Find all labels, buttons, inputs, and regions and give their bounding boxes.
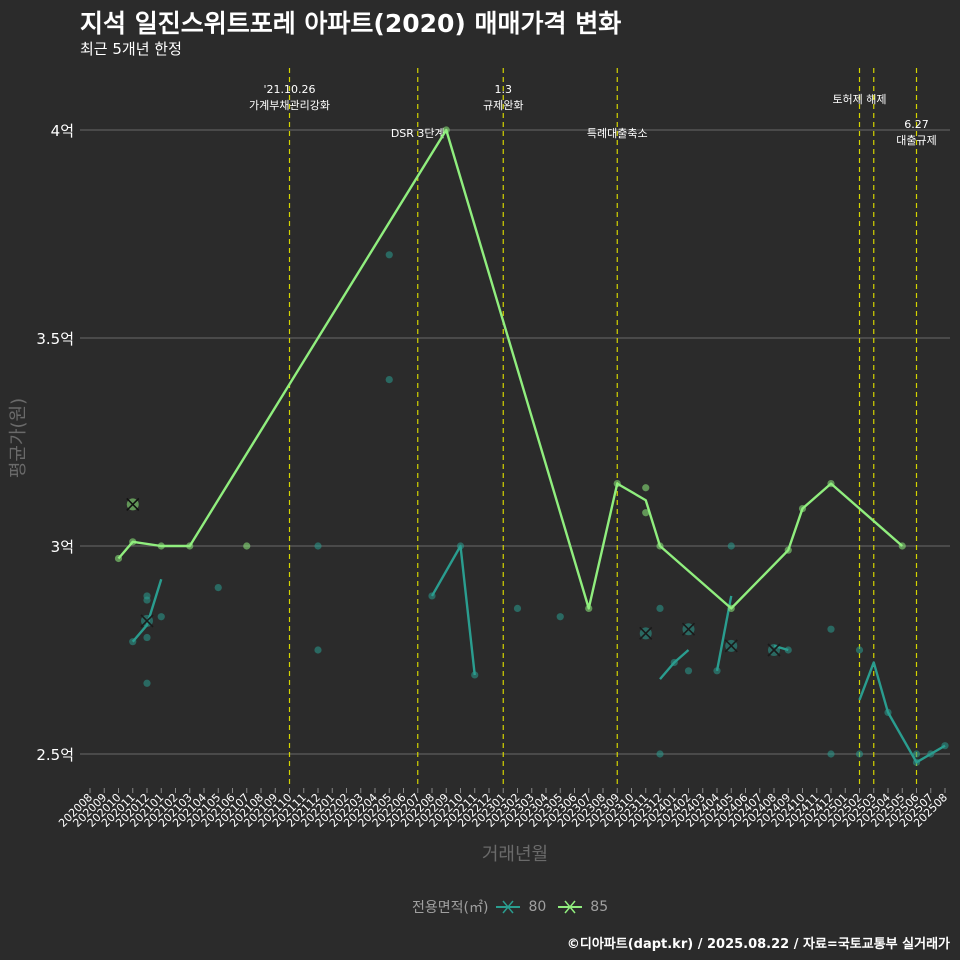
series-80-point — [129, 638, 137, 646]
source-caption: ©디아파트(dapt.kr) / 2025.08.22 / 자료=국토교통부 실… — [566, 937, 950, 952]
series-80-cross-mark — [639, 626, 653, 640]
series-85-cross-mark — [126, 497, 140, 511]
series-80-point — [784, 646, 792, 654]
series-80-point — [684, 667, 693, 675]
series-85-point — [157, 542, 165, 550]
y-tick-label: 3.5억 — [36, 330, 74, 348]
legend-key-80: 80 — [494, 899, 546, 915]
y-tick-label: 3억 — [51, 538, 74, 556]
series-80-point — [471, 671, 479, 679]
series-85-point — [243, 542, 251, 550]
y-tick-label: 2.5억 — [36, 746, 74, 764]
series-80-point — [456, 542, 465, 550]
event-annotation: 규제완화 — [483, 99, 523, 112]
series-80-point — [713, 667, 721, 675]
series-80-cross-mark — [767, 643, 781, 657]
legend: 전용면적(㎡) 80 85 — [412, 897, 608, 917]
series-80-point — [385, 251, 393, 259]
series-85-point — [186, 542, 194, 550]
series-80-point — [314, 646, 322, 654]
series-80-point — [912, 758, 921, 766]
series-85-point — [656, 542, 664, 550]
chart-title: 지석 일진스위트포레 아파트(2020) 매매가격 변화 — [80, 9, 622, 38]
series-80-point — [855, 750, 864, 758]
series-80-point — [157, 613, 165, 621]
series-80-line — [131, 578, 163, 643]
y-tick-label: 4억 — [51, 122, 74, 140]
series-85-point — [642, 509, 650, 517]
event-annotation: 토허제 해제 — [832, 92, 886, 106]
series-80-cross-mark — [681, 622, 696, 636]
event-annotation: '21.10.26 — [263, 83, 315, 96]
x-axis-title: 거래년월 — [482, 844, 548, 865]
legend-label-85: 85 — [590, 899, 609, 915]
series-80-line — [430, 544, 476, 676]
series-80-point — [941, 742, 949, 750]
y-axis-title: 평균가(원) — [8, 398, 29, 478]
series-80-point — [385, 376, 393, 384]
series-80-point — [214, 584, 222, 592]
series-85-point — [114, 554, 123, 563]
legend-label-80: 80 — [528, 899, 547, 915]
series-80-cross-mark — [140, 614, 154, 628]
series-80-point — [656, 604, 664, 613]
series-85-point — [585, 604, 593, 613]
series-85-line — [117, 128, 904, 610]
series-80-point — [656, 750, 664, 758]
series-80-cross-mark — [724, 639, 738, 653]
series-85-point — [798, 504, 807, 513]
legend-key-85: 85 — [556, 899, 608, 915]
series-85-point — [727, 604, 735, 613]
series-80-point — [143, 633, 151, 642]
series-80-point — [727, 542, 735, 550]
series-85-point — [827, 480, 835, 488]
series-85-point — [642, 484, 650, 492]
series-80-point — [314, 542, 322, 550]
series-80-point — [143, 679, 151, 687]
series-80-point — [556, 613, 564, 621]
series-80-point — [927, 750, 935, 758]
series-85-point — [442, 126, 450, 134]
series-80-point — [143, 596, 151, 604]
series-85-point — [613, 480, 621, 488]
series-80-point — [428, 592, 436, 600]
event-annotation: 6.27 — [904, 118, 929, 131]
series-80-point — [827, 625, 835, 633]
legend-symbol-85 — [558, 900, 583, 914]
series-80-line — [858, 661, 946, 764]
event-annotation: 특례대출축소 — [587, 127, 648, 140]
legend-title: 전용면적(㎡) — [412, 900, 489, 916]
legend-symbol-80 — [496, 900, 521, 914]
series-85-point — [784, 546, 792, 554]
series-85-point — [898, 542, 906, 550]
event-annotation: 1.3 — [495, 83, 513, 96]
event-annotation: 가계부채관리강화 — [249, 99, 330, 112]
series-80-point — [827, 750, 835, 758]
series-80-point — [855, 646, 864, 654]
series-85-point — [129, 538, 137, 546]
event-annotation: DSR 3단계 — [391, 127, 445, 140]
series-80-point — [912, 750, 921, 758]
chart-subtitle: 최근 5개년 한정 — [80, 40, 182, 58]
series-80-point — [884, 708, 892, 717]
series-80-point — [513, 604, 522, 613]
series-80-point — [670, 658, 678, 667]
event-annotation: 대출규제 — [896, 134, 936, 147]
